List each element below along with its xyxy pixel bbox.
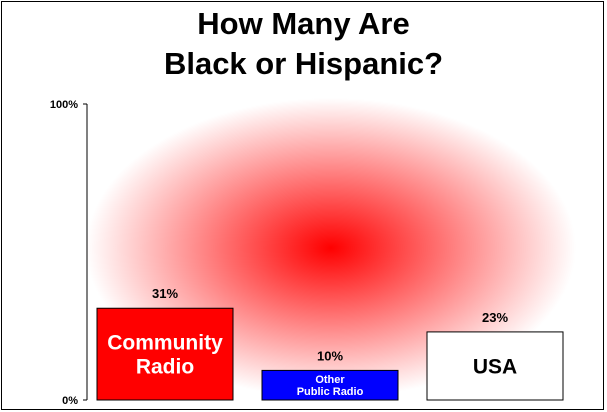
value-label-3: 23% [482,310,508,325]
bar-label-3: USA [473,356,517,379]
bar-label-1: Radio [136,356,194,379]
bar-label-2: Public Radio [297,386,364,398]
y-tick-label: 100% [50,99,78,111]
y-tick-label: 0% [62,395,78,407]
value-label-1: 31% [152,286,178,301]
value-label-2: 10% [317,348,343,363]
bar-label-1: Community [107,332,223,355]
bar-label-2: Other [315,374,345,386]
